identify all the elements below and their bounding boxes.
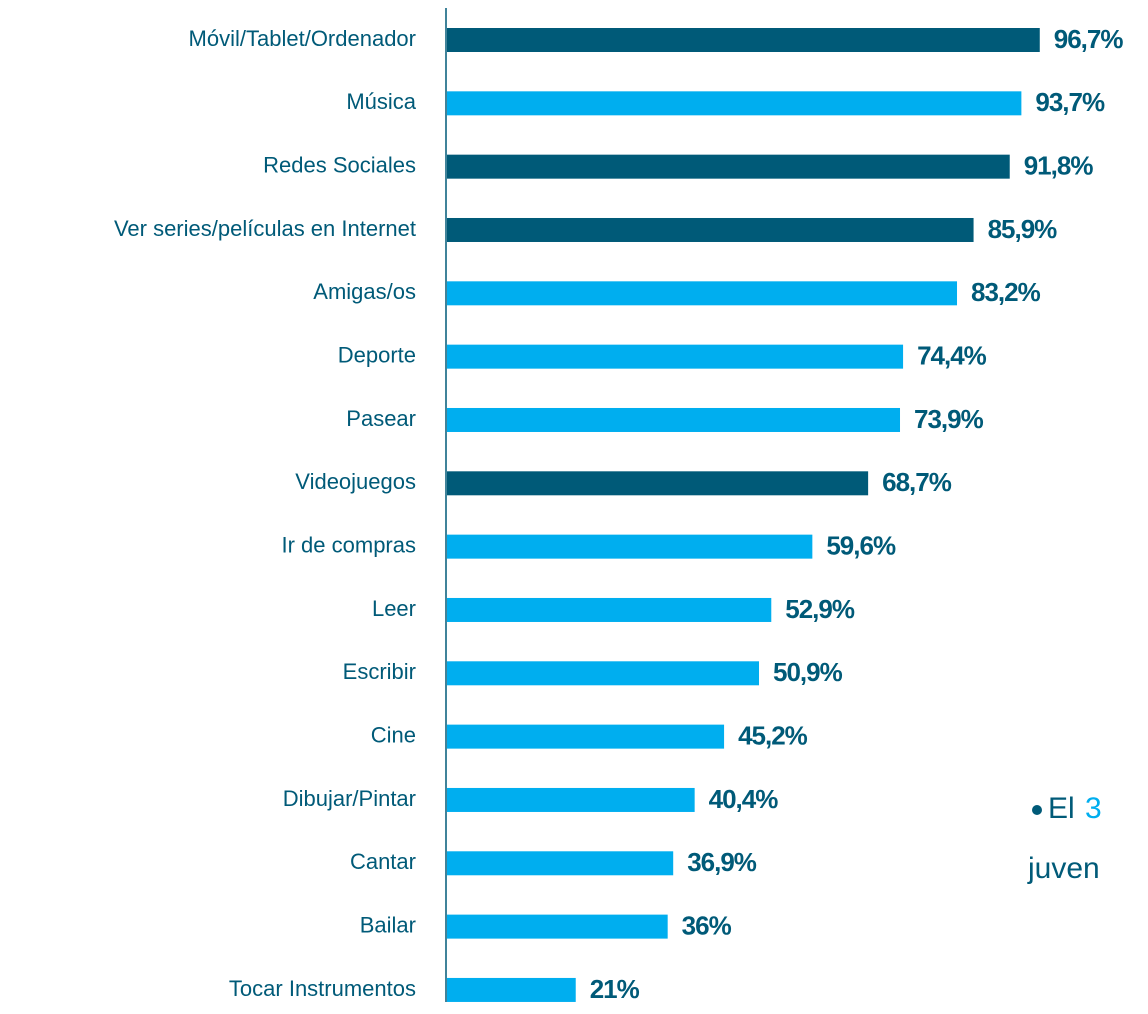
bar [447,977,576,1002]
value-label: 50,9% [773,657,843,687]
category-label: Ver series/películas en Internet [114,216,416,241]
category-label: Cine [371,722,416,747]
value-label: 85,9% [988,214,1058,244]
category-label: Pasear [346,406,416,431]
bar [447,787,695,812]
value-label: 74,4% [917,341,987,371]
category-label: Amigas/os [313,279,416,304]
category-label: Móvil/Tablet/Ordenador [189,26,416,51]
value-label: 36,9% [687,847,757,877]
bar [447,914,668,939]
bar [447,724,725,749]
value-label: 52,9% [785,594,855,624]
bar [447,281,958,306]
category-label: Cantar [350,849,416,874]
value-label: 36% [682,910,732,940]
value-label: 96,7% [1054,24,1124,54]
annotation: 3 [1085,792,1102,825]
bar [447,471,869,496]
value-label: 40,4% [709,784,779,814]
bullet [1032,805,1042,815]
bar [447,407,901,432]
bar [447,217,974,242]
value-label: 83,2% [971,277,1041,307]
category-label: Dibujar/Pintar [283,786,416,811]
annotation: El [1048,792,1075,825]
value-label: 21% [590,974,640,1004]
category-label: Redes Sociales [263,152,416,177]
value-label: 59,6% [826,531,896,561]
category-label: Leer [372,596,416,621]
category-label: Videojuegos [295,469,416,494]
category-label: Música [346,89,416,114]
value-label: 45,2% [738,721,808,751]
category-label: Bailar [360,912,416,937]
annotation: juven [1027,852,1100,885]
bar [447,28,1040,52]
category-label: Deporte [338,342,416,367]
value-label: 73,9% [914,404,984,434]
value-label: 91,8% [1024,151,1094,181]
bar [447,851,674,876]
bar [447,91,1022,116]
value-label: 68,7% [882,467,952,497]
category-label: Ir de compras [282,532,417,557]
bar [447,154,1010,179]
category-label: Escribir [343,659,416,684]
category-label: Tocar Instrumentos [229,976,416,1001]
bar [447,661,760,686]
bar [447,344,904,369]
value-label: 93,7% [1035,87,1105,117]
bar [447,597,772,622]
bar [447,534,813,559]
